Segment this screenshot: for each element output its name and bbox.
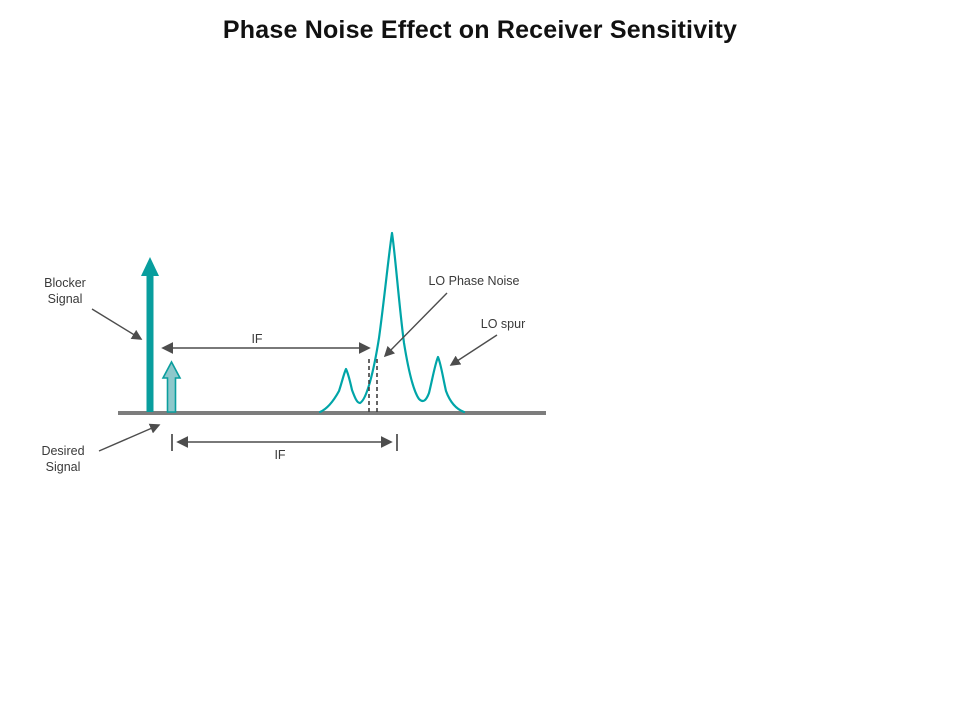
page-title: Phase Noise Effect on Receiver Sensitivi…: [222, 16, 738, 44]
desired-signal-label-line2: Signal: [46, 460, 81, 474]
desired-signal-arrow: [161, 360, 182, 413]
desired-signal-label-line1: Desired: [41, 444, 84, 458]
lo-spur-pointer-arrow: [449, 334, 498, 366]
lo-phase-noise-label: LO Phase Noise: [428, 274, 519, 288]
if-upper-label: IF: [251, 332, 262, 346]
lo-phase-noise-curve: [318, 231, 466, 414]
blocker-signal-pointer-arrow: [91, 308, 143, 340]
blocker-signal-label-line1: Blocker: [44, 276, 86, 290]
if-lower-label: IF: [274, 448, 285, 462]
lo-spur-label: LO spur: [481, 317, 525, 331]
blocker-signal-label-line2: Signal: [48, 292, 83, 306]
blocker-signal-arrow: [141, 257, 159, 412]
desired-signal-pointer-arrow: [98, 423, 161, 452]
lo-phase-noise-pointer-arrow: [383, 292, 448, 358]
